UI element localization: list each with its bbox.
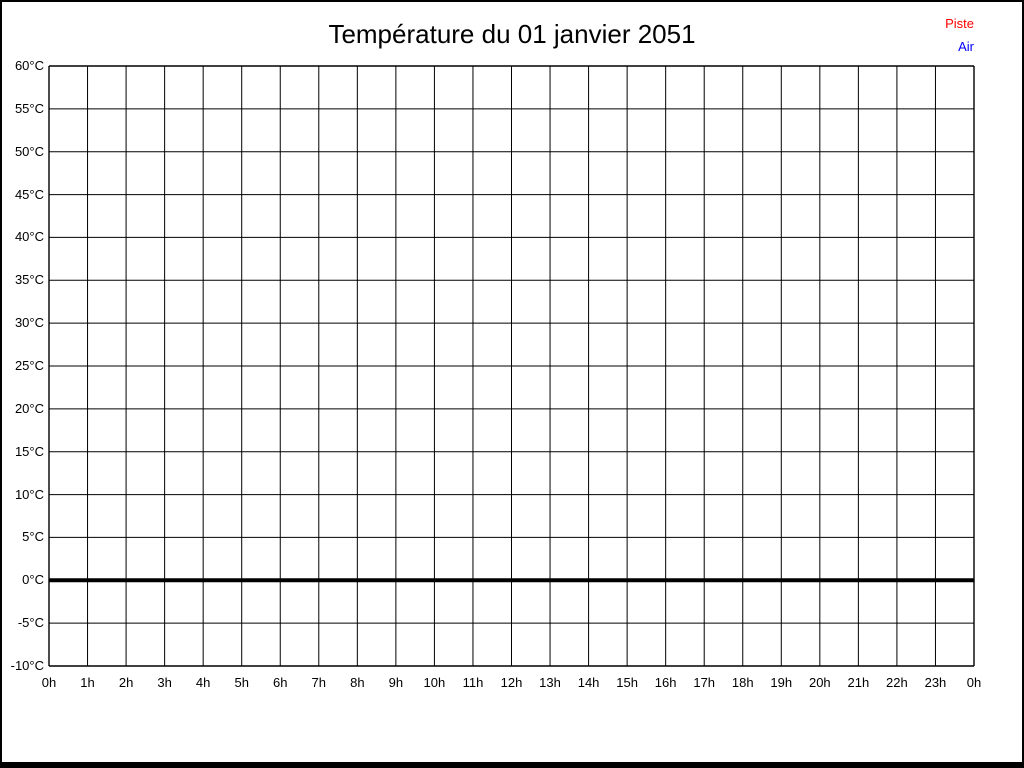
- window-border-bottom: [0, 762, 1024, 768]
- window-border-right: [1022, 0, 1024, 768]
- x-tick-label: 13h: [539, 675, 561, 690]
- x-tick-label: 7h: [311, 675, 327, 690]
- x-tick-label: 9h: [388, 675, 404, 690]
- x-tick-label: 18h: [731, 675, 754, 690]
- x-tick-label: 0h: [966, 675, 982, 690]
- x-tick-label: 6h: [273, 675, 288, 690]
- y-tick-label: 40°C: [14, 229, 44, 245]
- x-tick-label: 23h: [924, 675, 947, 690]
- x-tick-label: 22h: [886, 675, 908, 690]
- x-tick-label: 11h: [462, 675, 484, 690]
- y-tick-label: 45°C: [14, 186, 44, 202]
- legend-item-air: Air: [958, 39, 974, 54]
- x-tick-label: 5h: [234, 675, 249, 690]
- x-tick-label: 21h: [847, 675, 870, 690]
- chart-title: Température du 01 janvier 2051: [328, 19, 696, 49]
- window-border-left: [0, 0, 2, 768]
- x-tick-label: 10h: [423, 675, 446, 690]
- y-tick-label: 20°C: [14, 400, 44, 416]
- x-tick-label: 16h: [654, 675, 677, 690]
- x-tick-label: 2h: [118, 675, 134, 690]
- x-tick-label: 15h: [616, 675, 638, 690]
- x-tick-label: 12h: [500, 675, 523, 690]
- y-tick-label: 15°C: [14, 443, 44, 459]
- y-tick-label: 35°C: [14, 272, 44, 288]
- y-tick-label: 60°C: [14, 58, 44, 73]
- y-tick-label: -10°C: [10, 658, 44, 673]
- x-tick-label: 3h: [157, 675, 172, 690]
- y-tick-label: 10°C: [14, 486, 44, 502]
- x-tick-label: 4h: [195, 675, 211, 690]
- x-tick-label: 20h: [808, 675, 831, 690]
- x-tick-label: 19h: [770, 675, 793, 690]
- y-tick-label: 30°C: [14, 315, 44, 331]
- chart-legend: Piste Air: [945, 12, 974, 58]
- y-tick-label: 50°C: [14, 143, 44, 159]
- legend-item-piste: Piste: [945, 16, 974, 31]
- y-tick-label: 0°C: [22, 572, 44, 588]
- y-tick-label: 55°C: [14, 100, 44, 116]
- y-tick-label: 25°C: [14, 358, 44, 373]
- window-border-top: [0, 0, 1024, 2]
- x-tick-label: 8h: [350, 675, 365, 690]
- x-tick-label: 17h: [693, 675, 716, 690]
- x-tick-label: 14h: [577, 675, 600, 690]
- x-tick-label: 0h: [41, 675, 57, 690]
- x-tick-label: 1h: [80, 675, 95, 690]
- y-tick-label: 5°C: [22, 529, 44, 545]
- y-tick-label: -5°C: [17, 615, 44, 631]
